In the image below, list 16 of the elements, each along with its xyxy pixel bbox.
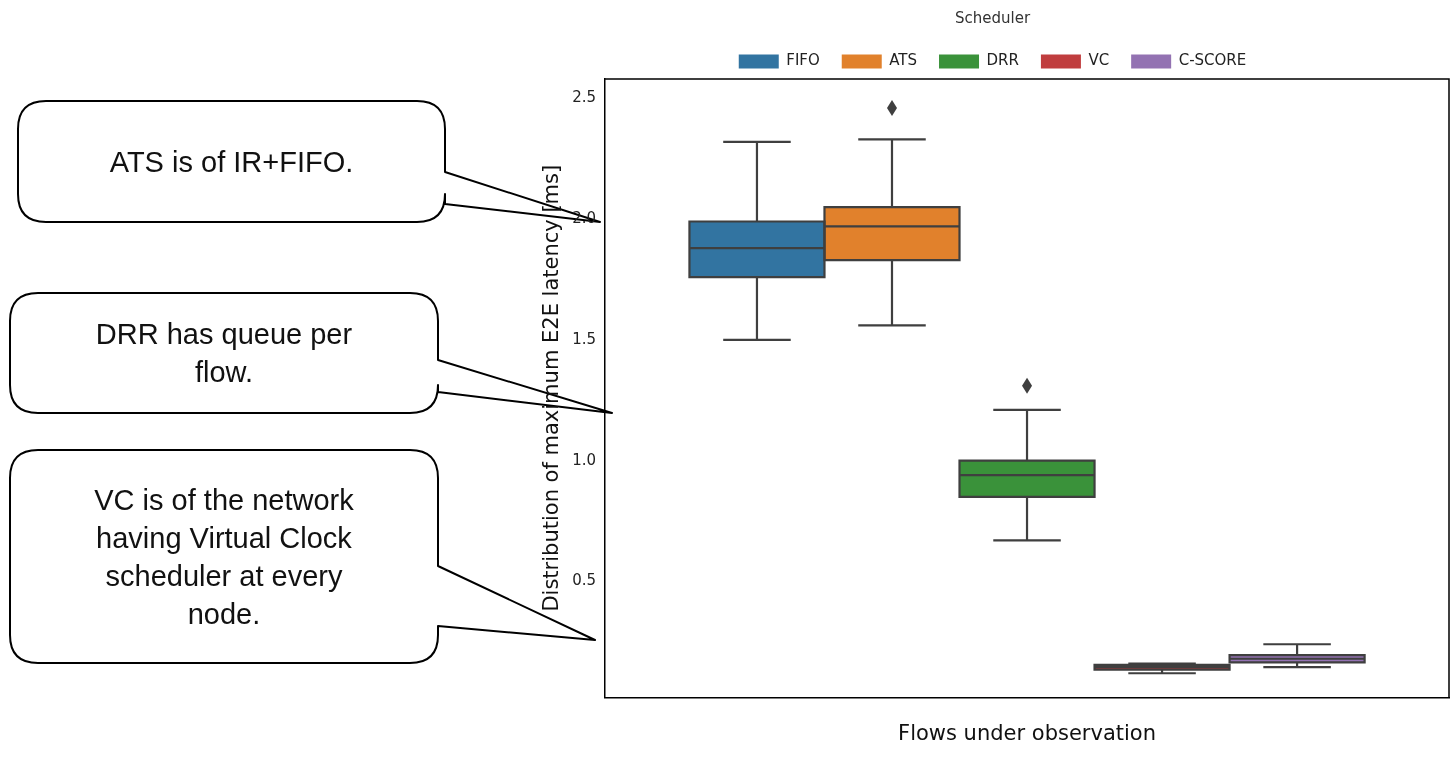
text: ATS is of IR+FIFO. [109, 144, 354, 180]
legend-label: VC [1088, 51, 1110, 70]
legend-label: ATS [889, 51, 918, 70]
y-axis-title: Distribution of maximum E2E latency [ms] [539, 164, 564, 612]
y-tick-label: 2.0 [572, 209, 597, 227]
y-tick-label: 1.0 [572, 450, 597, 469]
legend-label: C-SCORE [1178, 51, 1247, 70]
legend-label: FIFO [786, 51, 820, 70]
x-axis-title: Flows under observation [898, 720, 1156, 745]
y-tick-label: 1.5 [572, 329, 597, 348]
y-tick-label: 0.5 [572, 571, 597, 590]
y-tick-label: 2.5 [572, 88, 597, 107]
text: VC is of the network having Virtual Clock scheduler at every node. [93, 482, 355, 632]
legend-label: DRR [986, 51, 1019, 70]
legend-title: Scheduler [954, 9, 1031, 28]
text: DRR has queue per flow. [94, 317, 354, 390]
